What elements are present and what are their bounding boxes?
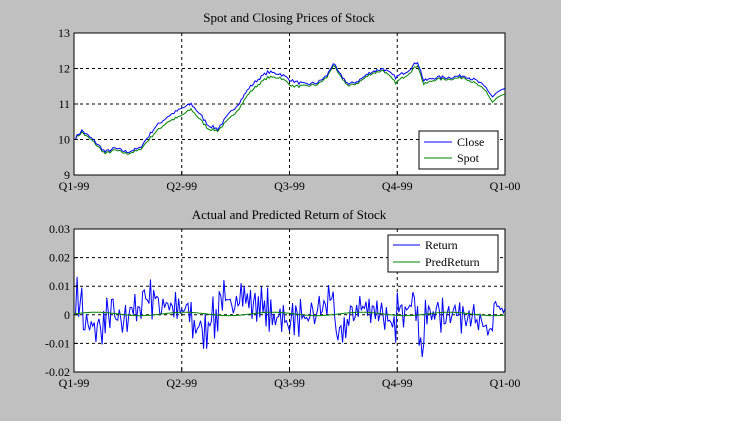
y-tick-label: 0.03 (49, 222, 70, 236)
y-tick-label: 13 (58, 26, 70, 40)
x-tick-label: Q1-00 (490, 179, 521, 193)
figure-background: Spot and Closing Prices of Stock 9 10 11 12… (0, 0, 561, 421)
chart2-y-ticks: -0.02 -0.01 0 0.01 0.02 0.03 (45, 222, 78, 379)
charts-canvas: Spot and Closing Prices of Stock 9 10 11 12… (45, 10, 521, 390)
chart2-x-ticks: Q1-99 Q2-99 Q3-99 Q4-99 Q1-00 (59, 368, 521, 390)
x-tick-label: Q3-99 (274, 179, 305, 193)
x-tick-label: Q2-99 (166, 376, 197, 390)
chart2-legend: Return PredReturn (387, 234, 499, 273)
series-line-return (73, 276, 506, 358)
x-tick-label: Q4-99 (382, 376, 413, 390)
legend-label-return: Return (425, 238, 458, 252)
y-tick-label: 11 (58, 97, 70, 111)
y-tick-label: 12 (58, 62, 70, 76)
series-line-close (73, 61, 506, 154)
x-tick-label: Q2-99 (166, 179, 197, 193)
chart1-title: Spot and Closing Prices of Stock (203, 10, 375, 25)
y-tick-label: 10 (58, 133, 70, 147)
chart1-series-group (73, 61, 506, 155)
legend-label-predreturn: PredReturn (425, 255, 480, 269)
x-tick-label: Q1-99 (59, 376, 90, 390)
chart1-legend: Close Spot (418, 130, 499, 170)
chart2-series-group (73, 276, 506, 358)
x-tick-label: Q3-99 (274, 376, 305, 390)
chart2-legend-box (387, 234, 499, 273)
y-tick-label: -0.02 (45, 365, 70, 379)
chart2-title: Actual and Predicted Return of Stock (192, 207, 387, 222)
x-tick-label: Q1-00 (490, 376, 521, 390)
y-tick-label: 9 (64, 168, 70, 182)
x-tick-label: Q1-99 (59, 179, 90, 193)
legend-label-close: Close (457, 135, 484, 149)
y-tick-label: 0.01 (49, 279, 70, 293)
y-tick-label: 0 (64, 308, 70, 322)
chart1-legend-box (418, 130, 499, 170)
legend-label-spot: Spot (457, 151, 480, 165)
y-tick-label: 0.02 (49, 251, 70, 265)
x-tick-label: Q4-99 (382, 179, 413, 193)
y-tick-label: -0.01 (45, 336, 70, 350)
series-line-predreturn (73, 311, 506, 317)
series-line-spot (73, 64, 506, 155)
chart1-y-ticks: 9 10 11 12 13 (58, 26, 78, 182)
chart1-x-ticks: Q1-99 Q2-99 Q3-99 Q4-99 Q1-00 (59, 171, 521, 193)
